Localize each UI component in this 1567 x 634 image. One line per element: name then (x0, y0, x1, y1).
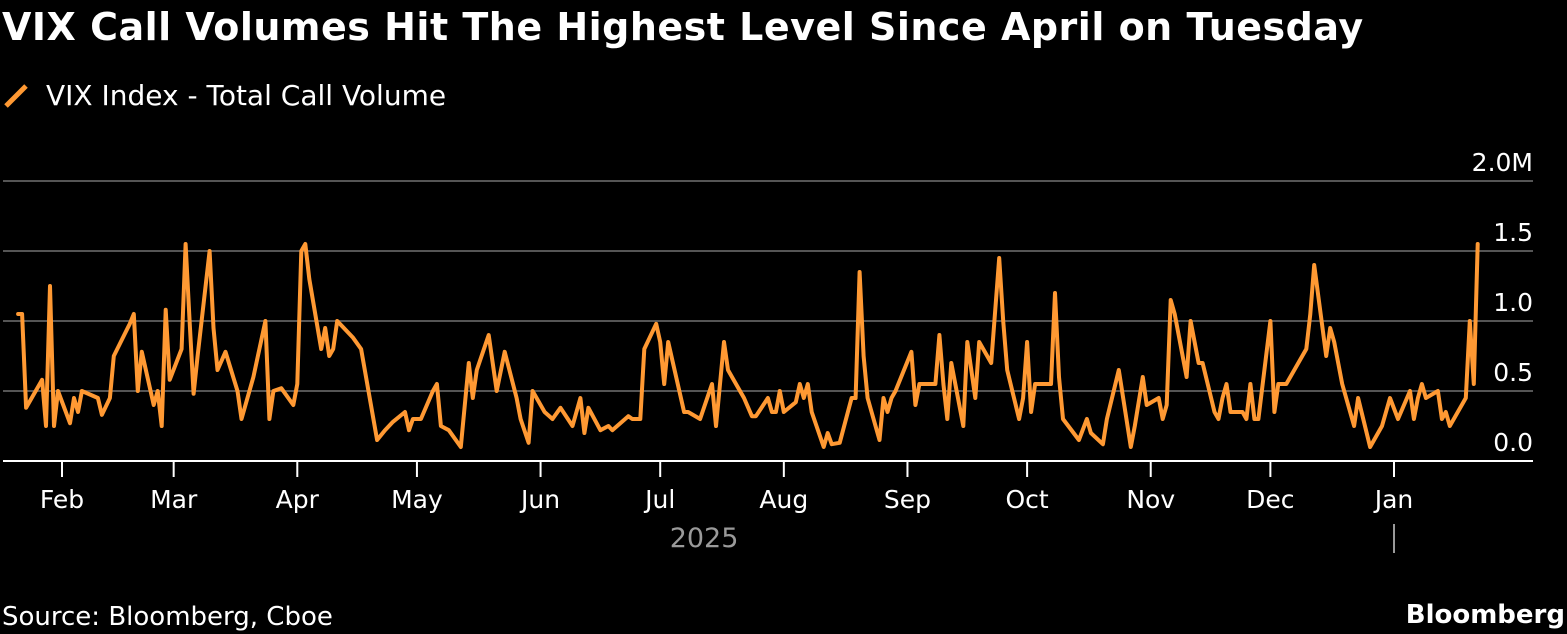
series-layer (16, 242, 1480, 449)
series-line-vix-call-volume (16, 242, 1480, 449)
chart-legend: VIX Index - Total Call Volume (2, 78, 446, 114)
legend-label: VIX Index - Total Call Volume (46, 79, 447, 112)
x-tick-label: Jul (643, 485, 675, 514)
x-tick-label: Jan (1373, 485, 1414, 514)
x-tick-label: Jun (519, 485, 560, 514)
gridlines (3, 180, 1533, 392)
x-tick-label: Feb (40, 485, 84, 514)
legend-swatch-icon (4, 84, 28, 108)
x-tick-label: Sep (884, 485, 931, 514)
x-axis-ticks: Feb Mar Apr May Jun Jul Aug Sep Oct Nov Dec Jan (40, 461, 1413, 553)
x-tick-label: Mar (150, 485, 198, 514)
y-tick-label: 0.0 (1493, 428, 1533, 457)
x-tick-label: Oct (1005, 485, 1048, 514)
y-tick-label: 1.5 (1493, 218, 1533, 247)
x-tick-label: May (391, 485, 443, 514)
x-tick-label: Aug (759, 485, 808, 514)
x-tick-label: Dec (1246, 485, 1294, 514)
y-tick-label: 0.5 (1493, 358, 1533, 387)
x-tick-label: Nov (1126, 485, 1175, 514)
x-axis-year-label: 2025 (670, 523, 739, 554)
chart-title: VIX Call Volumes Hit The Highest Level S… (2, 5, 1364, 49)
source-note: Source: Bloomberg, Cboe (2, 602, 333, 632)
y-tick-label: 1.0 (1493, 288, 1533, 317)
bloomberg-logo: Bloomberg (1405, 600, 1565, 630)
y-axis-ticks: 0.0 0.5 1.0 1.5 2.0M (1472, 148, 1533, 457)
x-tick-label: Apr (276, 485, 320, 514)
y-tick-label: 2.0M (1472, 148, 1533, 177)
